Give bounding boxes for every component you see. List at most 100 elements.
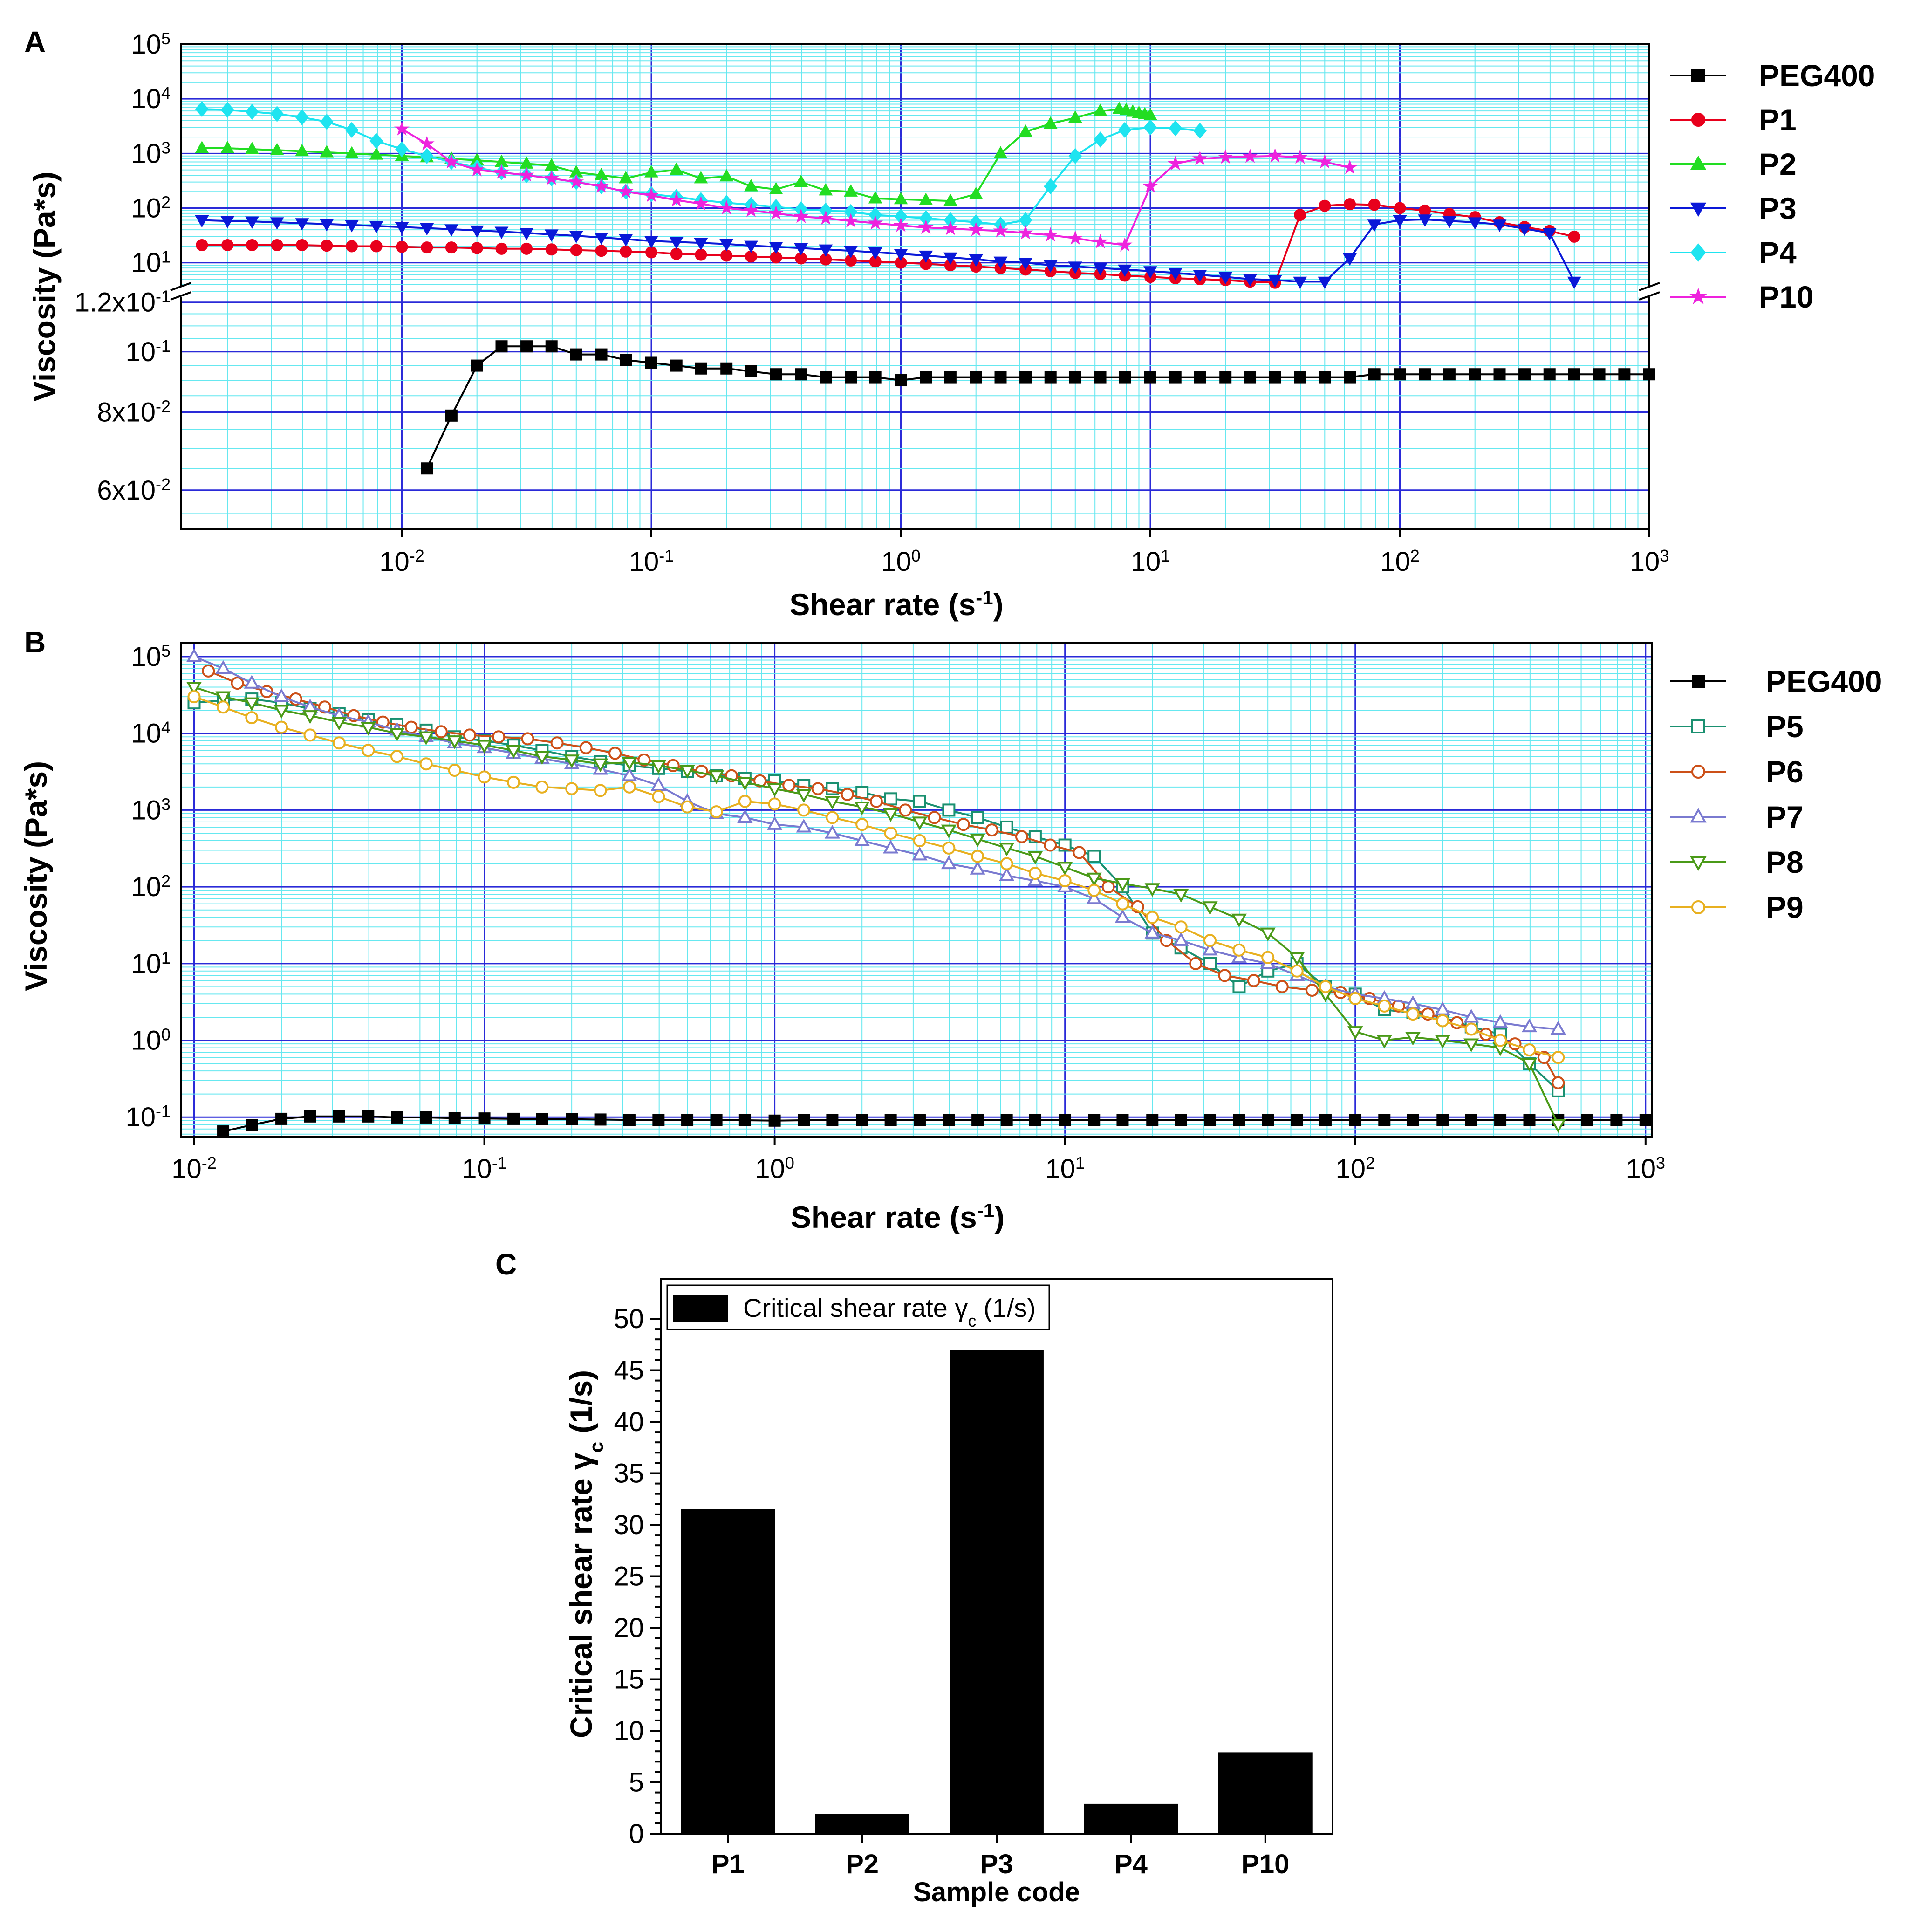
data-point bbox=[969, 254, 983, 267]
data-point bbox=[1378, 999, 1391, 1013]
data-point bbox=[594, 784, 607, 797]
data-point bbox=[1552, 1076, 1565, 1089]
data-point bbox=[841, 788, 854, 801]
legend: PEG400 P5 P6 P7 P8 P9 bbox=[1670, 664, 1882, 925]
y-tick-label: 105 bbox=[131, 29, 171, 60]
data-point bbox=[1114, 909, 1131, 923]
data-point bbox=[320, 145, 334, 158]
data-point bbox=[993, 146, 1008, 158]
series-p7 bbox=[186, 648, 1566, 1035]
data-point bbox=[1260, 927, 1276, 942]
x-tick-label: 100 bbox=[881, 546, 921, 577]
data-point bbox=[943, 220, 958, 235]
data-point bbox=[623, 1114, 636, 1126]
data-point bbox=[1058, 874, 1072, 888]
data-point bbox=[912, 846, 928, 861]
data-point bbox=[856, 1114, 868, 1126]
data-point bbox=[1521, 1018, 1538, 1033]
data-point bbox=[845, 371, 857, 384]
data-point bbox=[941, 855, 957, 870]
data-point bbox=[369, 133, 383, 149]
data-point bbox=[1087, 850, 1101, 863]
data-point bbox=[770, 368, 782, 381]
data-point bbox=[1068, 261, 1082, 274]
data-point bbox=[418, 731, 434, 746]
data-point bbox=[592, 758, 608, 773]
data-point bbox=[1318, 276, 1332, 289]
data-point bbox=[794, 243, 808, 256]
data-point bbox=[868, 247, 882, 260]
plot-frame bbox=[180, 642, 1653, 1138]
data-point bbox=[1247, 974, 1260, 987]
data-point bbox=[824, 796, 841, 810]
data-point bbox=[1217, 149, 1233, 164]
data-point bbox=[275, 1112, 288, 1125]
y-tick-label: 30 bbox=[614, 1510, 644, 1540]
data-point bbox=[271, 239, 283, 251]
data-point bbox=[469, 162, 485, 177]
series-p3 bbox=[195, 214, 1581, 289]
data-point bbox=[1406, 1007, 1420, 1021]
data-point bbox=[645, 246, 657, 259]
series-line bbox=[193, 656, 1559, 1030]
data-point bbox=[594, 232, 608, 245]
y-tick-label: 10-1 bbox=[125, 336, 171, 367]
data-point bbox=[245, 103, 259, 120]
data-point bbox=[1204, 1114, 1217, 1126]
data-point bbox=[395, 222, 409, 235]
y-tick-label: 104 bbox=[131, 718, 171, 749]
x-axis-title: Shear rate (s-1) bbox=[789, 587, 1003, 622]
data-point bbox=[1294, 209, 1306, 221]
data-point bbox=[215, 691, 231, 705]
data-point bbox=[1610, 1114, 1623, 1126]
legend: Critical shear rate γc (1/s) bbox=[666, 1284, 1050, 1330]
data-point bbox=[899, 803, 912, 817]
data-point bbox=[1294, 371, 1306, 384]
x-tick-label: 102 bbox=[1380, 546, 1420, 577]
data-point bbox=[1492, 1014, 1508, 1028]
data-point bbox=[794, 174, 808, 187]
data-point bbox=[918, 219, 934, 234]
legend-marker bbox=[1691, 113, 1705, 127]
data-point bbox=[1168, 268, 1183, 281]
data-point bbox=[1168, 156, 1183, 171]
y-tick-label: 50 bbox=[614, 1304, 644, 1334]
data-point bbox=[1000, 820, 1013, 834]
legend-label: PEG400 bbox=[1766, 664, 1882, 699]
y-tick-label: 103 bbox=[131, 795, 171, 826]
data-point bbox=[570, 348, 582, 361]
data-point bbox=[1189, 957, 1203, 970]
data-point bbox=[620, 354, 632, 366]
data-point bbox=[345, 146, 359, 158]
data-point bbox=[544, 229, 559, 242]
data-point bbox=[1116, 1114, 1129, 1126]
data-point bbox=[478, 1112, 491, 1125]
data-point bbox=[544, 158, 559, 171]
data-point bbox=[1494, 1034, 1507, 1047]
y-tick-label: 15 bbox=[614, 1665, 644, 1695]
data-point bbox=[618, 184, 634, 199]
data-point bbox=[1146, 1114, 1159, 1126]
data-point bbox=[744, 240, 758, 253]
data-point bbox=[738, 795, 752, 808]
data-point bbox=[719, 239, 734, 252]
data-point bbox=[1144, 883, 1160, 897]
data-point bbox=[868, 215, 883, 230]
data-point bbox=[420, 223, 434, 236]
data-point bbox=[1443, 368, 1456, 381]
data-point bbox=[1418, 214, 1432, 227]
data-point bbox=[494, 226, 509, 239]
data-point bbox=[669, 237, 684, 250]
axis-break bbox=[170, 282, 191, 291]
data-point bbox=[1044, 371, 1057, 384]
data-point bbox=[622, 780, 636, 794]
data-point bbox=[1523, 1043, 1536, 1057]
data-point bbox=[246, 239, 259, 251]
data-point bbox=[470, 225, 484, 238]
bar-p10 bbox=[1218, 1752, 1313, 1834]
data-point bbox=[1118, 122, 1132, 138]
legend-swatch bbox=[673, 1295, 728, 1322]
data-point bbox=[994, 371, 1007, 384]
data-point bbox=[769, 242, 783, 254]
legend-label: P2 bbox=[1759, 147, 1797, 181]
